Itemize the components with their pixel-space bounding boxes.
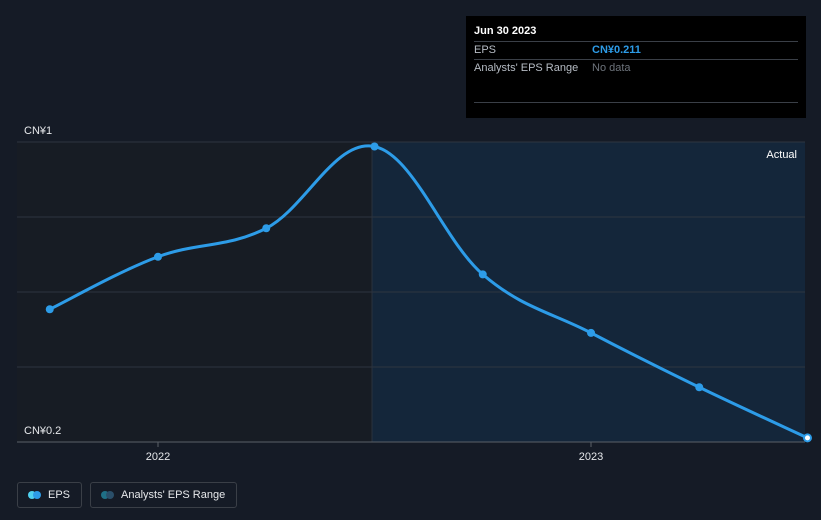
tooltip-row-range: Analysts' EPS Range No data <box>474 59 798 77</box>
eps-point[interactable] <box>154 252 162 261</box>
y-tick-label-top: CN¥1 <box>24 125 52 137</box>
tooltip-eps-value: CN¥0.211 <box>592 44 641 56</box>
eps-series-line <box>48 144 809 440</box>
tooltip-date: Jun 30 2023 <box>474 25 537 37</box>
legend-item-eps[interactable]: EPS <box>17 482 83 508</box>
eps-legend-icon <box>28 491 41 499</box>
actual-region-label: Actual <box>766 149 797 161</box>
tooltip-divider <box>474 102 798 103</box>
tooltip: Jun 30 2023 EPS CN¥0.211 Analysts' EPS R… <box>466 16 806 118</box>
eps-points <box>45 142 812 443</box>
x-tick-label: 2023 <box>579 451 603 463</box>
eps-point[interactable] <box>587 328 595 337</box>
tooltip-range-value: No data <box>592 62 631 74</box>
analysts-range-legend-icon <box>101 491 115 499</box>
tooltip-eps-label: EPS <box>474 44 497 56</box>
legend-item-analysts-range[interactable]: Analysts' EPS Range <box>90 482 238 508</box>
eps-point[interactable] <box>803 433 812 443</box>
chart-legend: EPS Analysts' EPS Range <box>17 482 238 508</box>
tooltip-row-eps: EPS CN¥0.211 <box>474 41 798 59</box>
eps-point[interactable] <box>45 305 54 314</box>
eps-point[interactable] <box>262 224 271 233</box>
eps-point[interactable] <box>478 270 487 279</box>
eps-point[interactable] <box>370 142 379 151</box>
legend-eps-label: EPS <box>48 489 71 501</box>
x-tick-label: 2022 <box>146 451 170 463</box>
tooltip-range-label: Analysts' EPS Range <box>474 62 579 74</box>
eps-point[interactable] <box>695 383 704 392</box>
grid-lines <box>17 141 805 368</box>
y-tick-label-bottom: CN¥0.2 <box>24 425 61 437</box>
x-ticks: 2022 2023 <box>146 442 603 463</box>
legend-analysts-range-label: Analysts' EPS Range <box>121 489 226 501</box>
